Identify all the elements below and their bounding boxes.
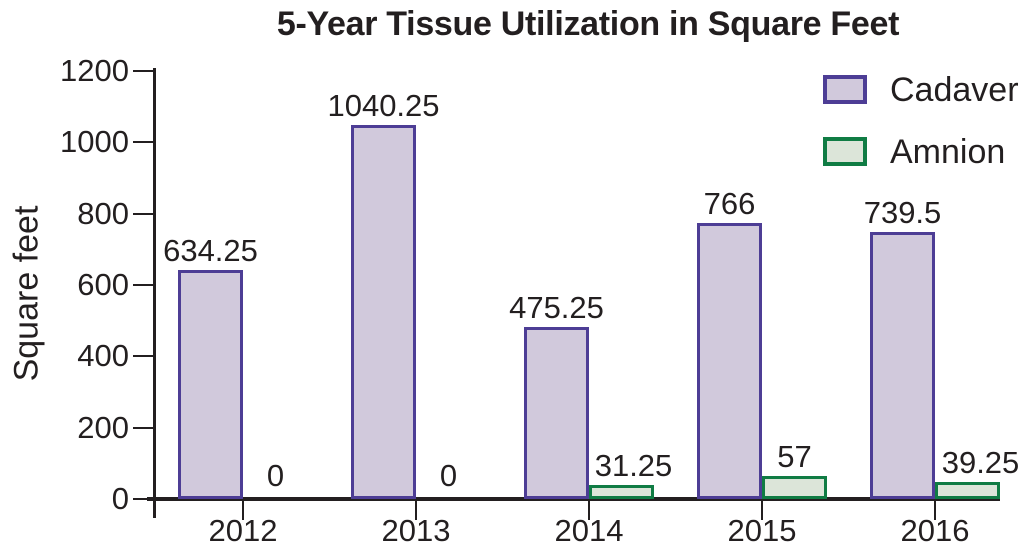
bar-value-label: 0 [266,458,285,493]
legend-label-amnion: Amnion [890,132,1006,171]
bar-value-label: 634.25 [163,232,258,268]
y-tick-label: 0 [111,481,129,516]
y-axis-line [153,68,156,518]
legend: Cadaver Amnion [823,67,1019,191]
x-axis-tick [415,499,417,520]
y-axis-tick [133,141,155,144]
x-tick-label: 2015 [727,513,797,548]
x-tick-label: 2014 [554,513,624,548]
x-axis-tick [588,499,590,520]
chart-title: 5-Year Tissue Utilization in Square Feet [276,5,900,43]
x-tick-label: 2013 [381,513,451,548]
amnion-swatch [823,137,867,166]
y-axis-tick [133,498,155,500]
y-tick-label: 400 [77,338,129,374]
bar-cadaver-2013 [351,124,416,499]
y-tick-label: 200 [77,409,129,445]
x-axis-tick [242,499,244,520]
legend-row-amnion: Amnion [823,129,1019,174]
y-axis-tick [133,355,155,358]
y-axis-tick [133,284,155,286]
x-tick-label: 2016 [900,513,970,548]
x-axis-line [147,497,1000,501]
cadaver-swatch [823,75,867,104]
bar-value-label: 475.25 [509,289,604,325]
x-tick-label: 2012 [208,513,278,548]
y-tick-label: 1200 [60,53,129,88]
bar-value-label: 39.25 [941,445,1020,481]
y-axis-tick [133,212,155,215]
legend-label-cadaver: Cadaver [890,70,1019,109]
bar-value-label: 57 [777,438,812,474]
bar-value-label: 766 [703,185,756,221]
x-axis-tick [934,499,936,520]
bar-amnion-2015 [762,475,827,499]
bar-cadaver-2016 [870,232,935,499]
x-axis-tick [761,499,763,520]
bar-cadaver-2012 [178,269,243,499]
bar-value-label: 0 [439,458,458,493]
legend-row-cadaver: Cadaver [823,67,1019,112]
y-axis-tick [133,426,155,429]
y-tick-label: 600 [77,267,129,302]
y-tick-label: 800 [77,195,129,231]
y-axis-tick [133,70,155,72]
bar-value-label: 31.25 [594,447,673,483]
bar-cadaver-2015 [697,222,762,499]
y-tick-label: 1000 [60,124,129,160]
bar-amnion-2016 [935,482,1000,499]
bar-value-label: 1040.25 [327,87,440,123]
bar-cadaver-2014 [524,326,589,499]
bar-value-label: 739.5 [863,195,942,231]
bar-amnion-2014 [589,484,654,499]
